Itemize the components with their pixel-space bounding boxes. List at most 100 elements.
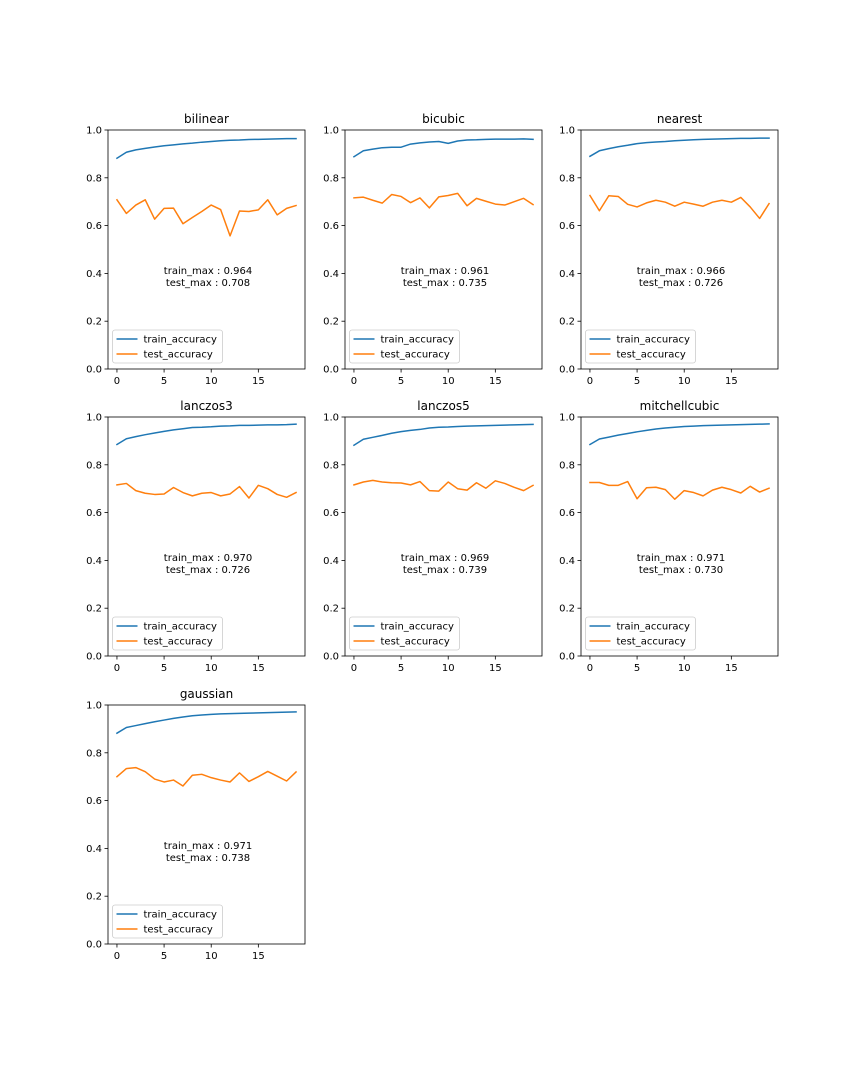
test-accuracy-line (588, 194, 771, 220)
y-tick-label: 0.6 (86, 221, 102, 232)
test-max-annotation: test_max : 0.726 (639, 278, 723, 289)
train-max-annotation: train_max : 0.971 (637, 553, 725, 564)
legend-box (112, 616, 223, 651)
subplot-title: lanczos3 (180, 399, 232, 413)
y-tick-label: 0.8 (86, 173, 102, 184)
subplot-title: bicubic (422, 112, 465, 126)
legend-label-test: test_accuracy (617, 350, 686, 361)
x-tick-label: 5 (161, 376, 167, 387)
test-max-annotation: test_max : 0.738 (166, 853, 250, 864)
test-max-annotation: test_max : 0.739 (403, 565, 487, 576)
y-tick-label: 0.8 (323, 460, 339, 471)
legend-label-test: test_accuracy (381, 637, 450, 648)
y-tick-label: 0.0 (559, 652, 575, 663)
x-tick-label: 5 (161, 951, 167, 962)
test-accuracy-line (353, 192, 535, 209)
train-accuracy-line (115, 423, 297, 446)
y-tick-label: 0.2 (559, 317, 575, 328)
y-tick-label: 0.8 (323, 173, 339, 184)
train-max-annotation: train_max : 0.970 (164, 553, 252, 564)
subplot-title: gaussian (180, 687, 233, 701)
legend-box (585, 616, 696, 651)
legend-box (112, 329, 223, 364)
x-tick-label: 10 (678, 376, 691, 387)
x-tick-label: 0 (114, 663, 120, 674)
subplot-bilinear: bilinear 0 5 10 15 0.0 0.2 0.4 0.6 0.8 1.0 train_ma… (86, 112, 306, 387)
y-tick-label: 0.2 (86, 604, 102, 615)
x-tick-label: 0 (114, 376, 120, 387)
test-accuracy-line (115, 766, 298, 787)
x-tick-label: 5 (398, 663, 404, 674)
train-max-annotation: train_max : 0.961 (401, 266, 489, 277)
train-accuracy-line (115, 137, 297, 160)
test-max-annotation: test_max : 0.730 (639, 565, 723, 576)
x-tick-label: 5 (398, 376, 404, 387)
x-tick-label: 10 (442, 663, 455, 674)
y-tick-label: 0.0 (86, 940, 102, 951)
legend-label-train: train_accuracy (144, 910, 217, 921)
y-tick-label: 0.2 (323, 317, 339, 328)
y-tick-label: 1.0 (323, 413, 339, 424)
legend-label-train: train_accuracy (381, 622, 454, 633)
test-accuracy-line (353, 479, 535, 492)
x-tick-label: 0 (351, 663, 357, 674)
y-tick-label: 0.8 (559, 173, 575, 184)
legend-label-test: test_accuracy (144, 350, 213, 361)
legend-label-train: train_accuracy (617, 335, 690, 346)
y-tick-label: 1.0 (323, 126, 339, 137)
y-tick-label: 0.0 (86, 652, 102, 663)
legend-label-train: train_accuracy (144, 622, 217, 633)
y-tick-label: 0.4 (323, 556, 339, 567)
y-tick-label: 1.0 (86, 701, 102, 712)
train-max-annotation: train_max : 0.971 (164, 841, 252, 852)
y-tick-label: 1.0 (559, 413, 575, 424)
x-tick-label: 10 (205, 376, 218, 387)
train-accuracy-line (588, 137, 770, 158)
axes-frame (107, 129, 306, 370)
y-tick-label: 0.4 (86, 556, 102, 567)
legend-box (349, 616, 460, 651)
y-tick-label: 0.0 (86, 365, 102, 376)
y-tick-label: 0.2 (323, 604, 339, 615)
y-tick-label: 0.6 (86, 508, 102, 519)
y-tick-label: 0.2 (559, 604, 575, 615)
y-tick-label: 0.6 (323, 508, 339, 519)
y-tick-label: 0.8 (559, 460, 575, 471)
subplot-gaussian: gaussian 0 5 10 15 0.0 0.2 0.4 0.6 0.8 1.0 train_ma… (86, 687, 306, 962)
y-tick-label: 0.2 (86, 317, 102, 328)
test-accuracy-line (116, 482, 298, 499)
subplot-nearest: nearest 0 5 10 15 0.0 0.2 0.4 0.6 0.8 1.0 train_max… (559, 112, 779, 387)
y-tick-label: 0.6 (559, 221, 575, 232)
test-max-annotation: test_max : 0.726 (166, 565, 250, 576)
x-tick-label: 10 (442, 376, 455, 387)
x-tick-label: 10 (205, 951, 218, 962)
axes-frame (580, 416, 779, 657)
y-tick-label: 0.0 (559, 365, 575, 376)
x-tick-label: 0 (587, 376, 593, 387)
x-tick-label: 15 (252, 663, 265, 674)
legend-label-test: test_accuracy (144, 925, 213, 936)
legend-box (112, 904, 223, 939)
y-tick-label: 0.4 (86, 269, 102, 280)
train-max-annotation: train_max : 0.966 (637, 266, 725, 277)
test-max-annotation: test_max : 0.735 (403, 278, 487, 289)
train-accuracy-line (352, 423, 534, 447)
subplot-lanczos3: lanczos3 0 5 10 15 0.0 0.2 0.4 0.6 0.8 1.0 train_ma… (86, 399, 306, 674)
train-accuracy-line (115, 711, 297, 735)
legend-box (349, 329, 460, 364)
test-accuracy-line (589, 480, 771, 500)
legend-label-train: train_accuracy (381, 335, 454, 346)
axes-frame (107, 416, 306, 657)
x-tick-label: 0 (351, 376, 357, 387)
legend: train_accuracy test_accuracy (585, 329, 696, 364)
legend: train_accuracy test_accuracy (585, 616, 696, 651)
axes-frame (344, 129, 543, 370)
y-tick-label: 0.8 (86, 460, 102, 471)
x-tick-label: 15 (725, 663, 738, 674)
x-tick-label: 10 (205, 663, 218, 674)
test-accuracy-line (115, 198, 297, 237)
legend: train_accuracy test_accuracy (112, 329, 223, 364)
axes-frame (580, 129, 779, 370)
y-tick-label: 0.0 (323, 652, 339, 663)
